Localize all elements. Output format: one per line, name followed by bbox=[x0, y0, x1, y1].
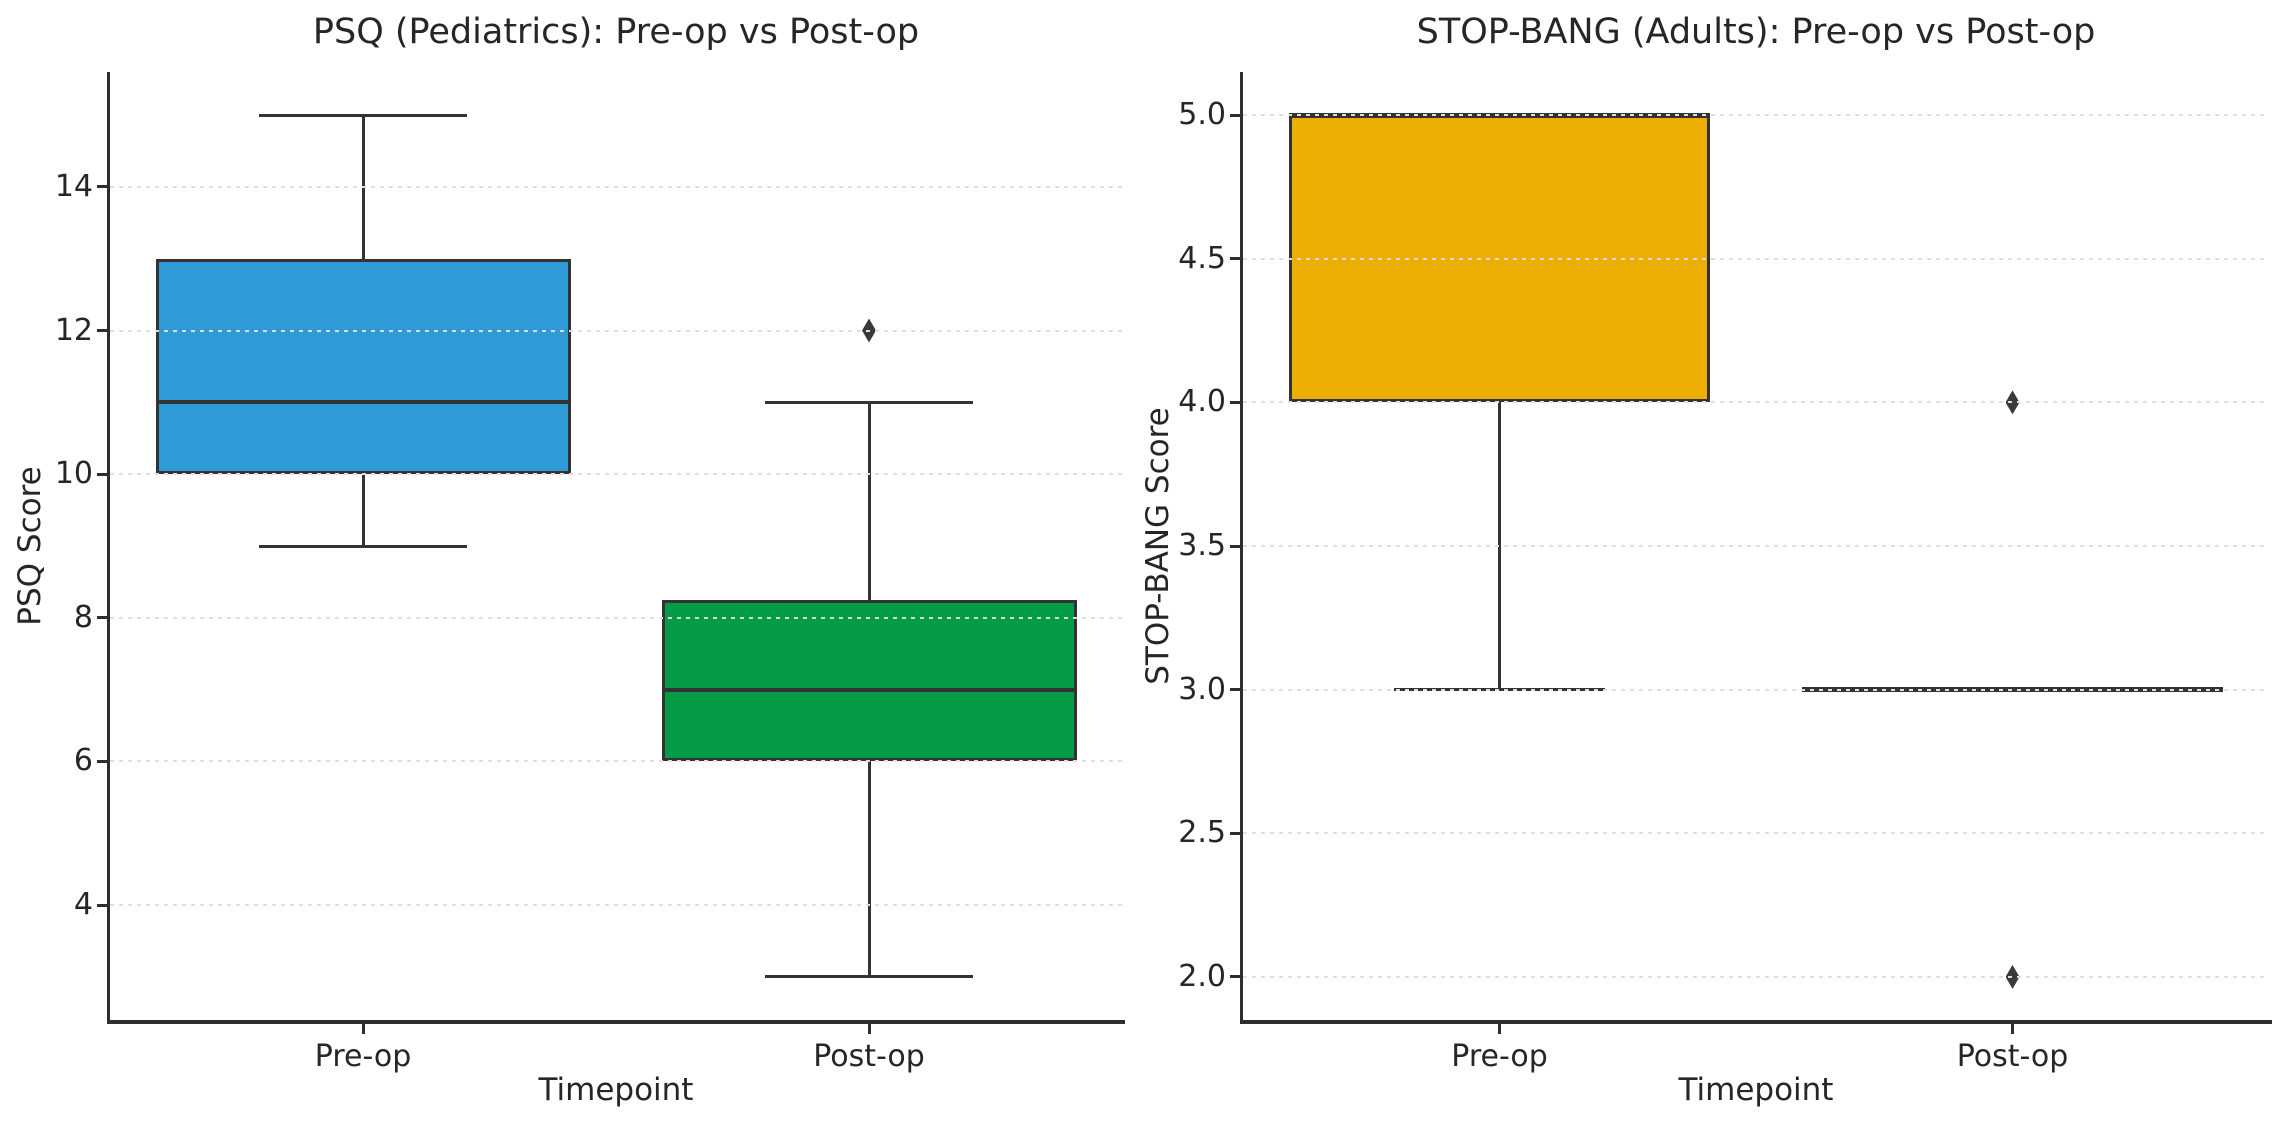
y-tick-mark bbox=[1230, 113, 1243, 117]
y-gridline bbox=[1243, 688, 2269, 691]
x-tick-label: Pre-op bbox=[314, 1039, 412, 1074]
y-gridline bbox=[110, 904, 1122, 907]
y-tick-mark bbox=[97, 616, 110, 620]
x-tick-mark bbox=[1498, 1024, 1501, 1034]
x-axis-spine bbox=[107, 1020, 1125, 1024]
y-gridline bbox=[1243, 975, 2269, 978]
x-axis-spine bbox=[1240, 1020, 2272, 1024]
boxplot-box bbox=[155, 258, 571, 475]
y-axis-spine bbox=[107, 72, 110, 1024]
y-tick-label: 3.5 bbox=[1178, 528, 1226, 563]
y-tick-label: 12 bbox=[54, 312, 93, 348]
x-tick-mark bbox=[361, 1024, 365, 1034]
y-tick-mark bbox=[97, 472, 110, 476]
y-tick-mark bbox=[97, 759, 110, 763]
y-tick-mark bbox=[97, 185, 110, 189]
y-tick-label: 4.5 bbox=[1178, 240, 1226, 276]
y-tick-label: 2.0 bbox=[1178, 958, 1226, 994]
y-tick-mark bbox=[1230, 400, 1243, 404]
y-tick-label: 14 bbox=[54, 168, 93, 204]
y-tick-label: 8 bbox=[73, 599, 93, 635]
x-tick-mark bbox=[2011, 1024, 2014, 1034]
y-gridline bbox=[110, 473, 1122, 476]
boxplot-lower-whisker bbox=[867, 761, 871, 977]
y-gridline bbox=[1243, 545, 2269, 547]
boxplot-lower-cap bbox=[765, 975, 973, 979]
x-tick-label: Post-op bbox=[813, 1039, 925, 1074]
x-tick-label: Post-op bbox=[1956, 1039, 2069, 1074]
boxplot-lower-whisker bbox=[361, 474, 365, 546]
y-tick-label: 6 bbox=[73, 743, 93, 779]
y-tick-mark bbox=[97, 903, 110, 907]
x-axis-label-psq: Timepoint bbox=[538, 1072, 694, 1108]
y-tick-label: 10 bbox=[54, 456, 93, 492]
boxplot-upper-whisker bbox=[867, 402, 871, 600]
boxplot-lower-cap bbox=[259, 544, 467, 548]
y-gridline bbox=[110, 185, 1122, 188]
x-tick-label: Pre-op bbox=[1451, 1039, 1548, 1074]
y-tick-mark bbox=[97, 329, 110, 333]
boxplot-median bbox=[661, 687, 1077, 692]
y-tick-label: 3.0 bbox=[1178, 671, 1226, 707]
y-gridline bbox=[1243, 257, 2269, 260]
y-gridline bbox=[1243, 832, 2269, 835]
boxplot-median bbox=[155, 400, 571, 405]
y-tick-mark bbox=[1230, 975, 1243, 979]
y-tick-mark bbox=[1230, 688, 1243, 692]
y-tick-mark bbox=[1230, 257, 1243, 261]
boxplot-upper-cap bbox=[259, 113, 467, 117]
y-gridline bbox=[1243, 401, 2269, 404]
y-tick-label: 5.0 bbox=[1178, 97, 1226, 133]
y-gridline bbox=[110, 760, 1122, 763]
chart-title-psq: PSQ (Pediatrics): Pre-op vs Post-op bbox=[312, 12, 920, 52]
x-axis-label-stopbang: Timepoint bbox=[1678, 1072, 1834, 1108]
y-tick-label: 2.5 bbox=[1178, 815, 1226, 851]
boxplot-box bbox=[661, 599, 1077, 762]
y-tick-label: 4.0 bbox=[1178, 384, 1226, 420]
y-gridline bbox=[110, 616, 1122, 619]
y-gridline bbox=[110, 329, 1122, 332]
chart-title-stopbang: STOP-BANG (Adults): Pre-op vs Post-op bbox=[1416, 12, 2096, 52]
y-tick-mark bbox=[1230, 831, 1243, 835]
boxplot-upper-cap bbox=[765, 400, 973, 404]
y-tick-label: 4 bbox=[73, 887, 93, 923]
y-gridline bbox=[1243, 114, 2269, 117]
y-axis-spine bbox=[1240, 72, 1243, 1024]
x-tick-mark bbox=[867, 1024, 871, 1034]
y-tick-mark bbox=[1230, 544, 1243, 548]
